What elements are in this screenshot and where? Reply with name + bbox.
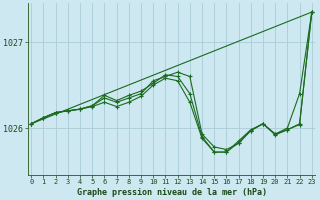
X-axis label: Graphe pression niveau de la mer (hPa): Graphe pression niveau de la mer (hPa) (76, 188, 267, 197)
